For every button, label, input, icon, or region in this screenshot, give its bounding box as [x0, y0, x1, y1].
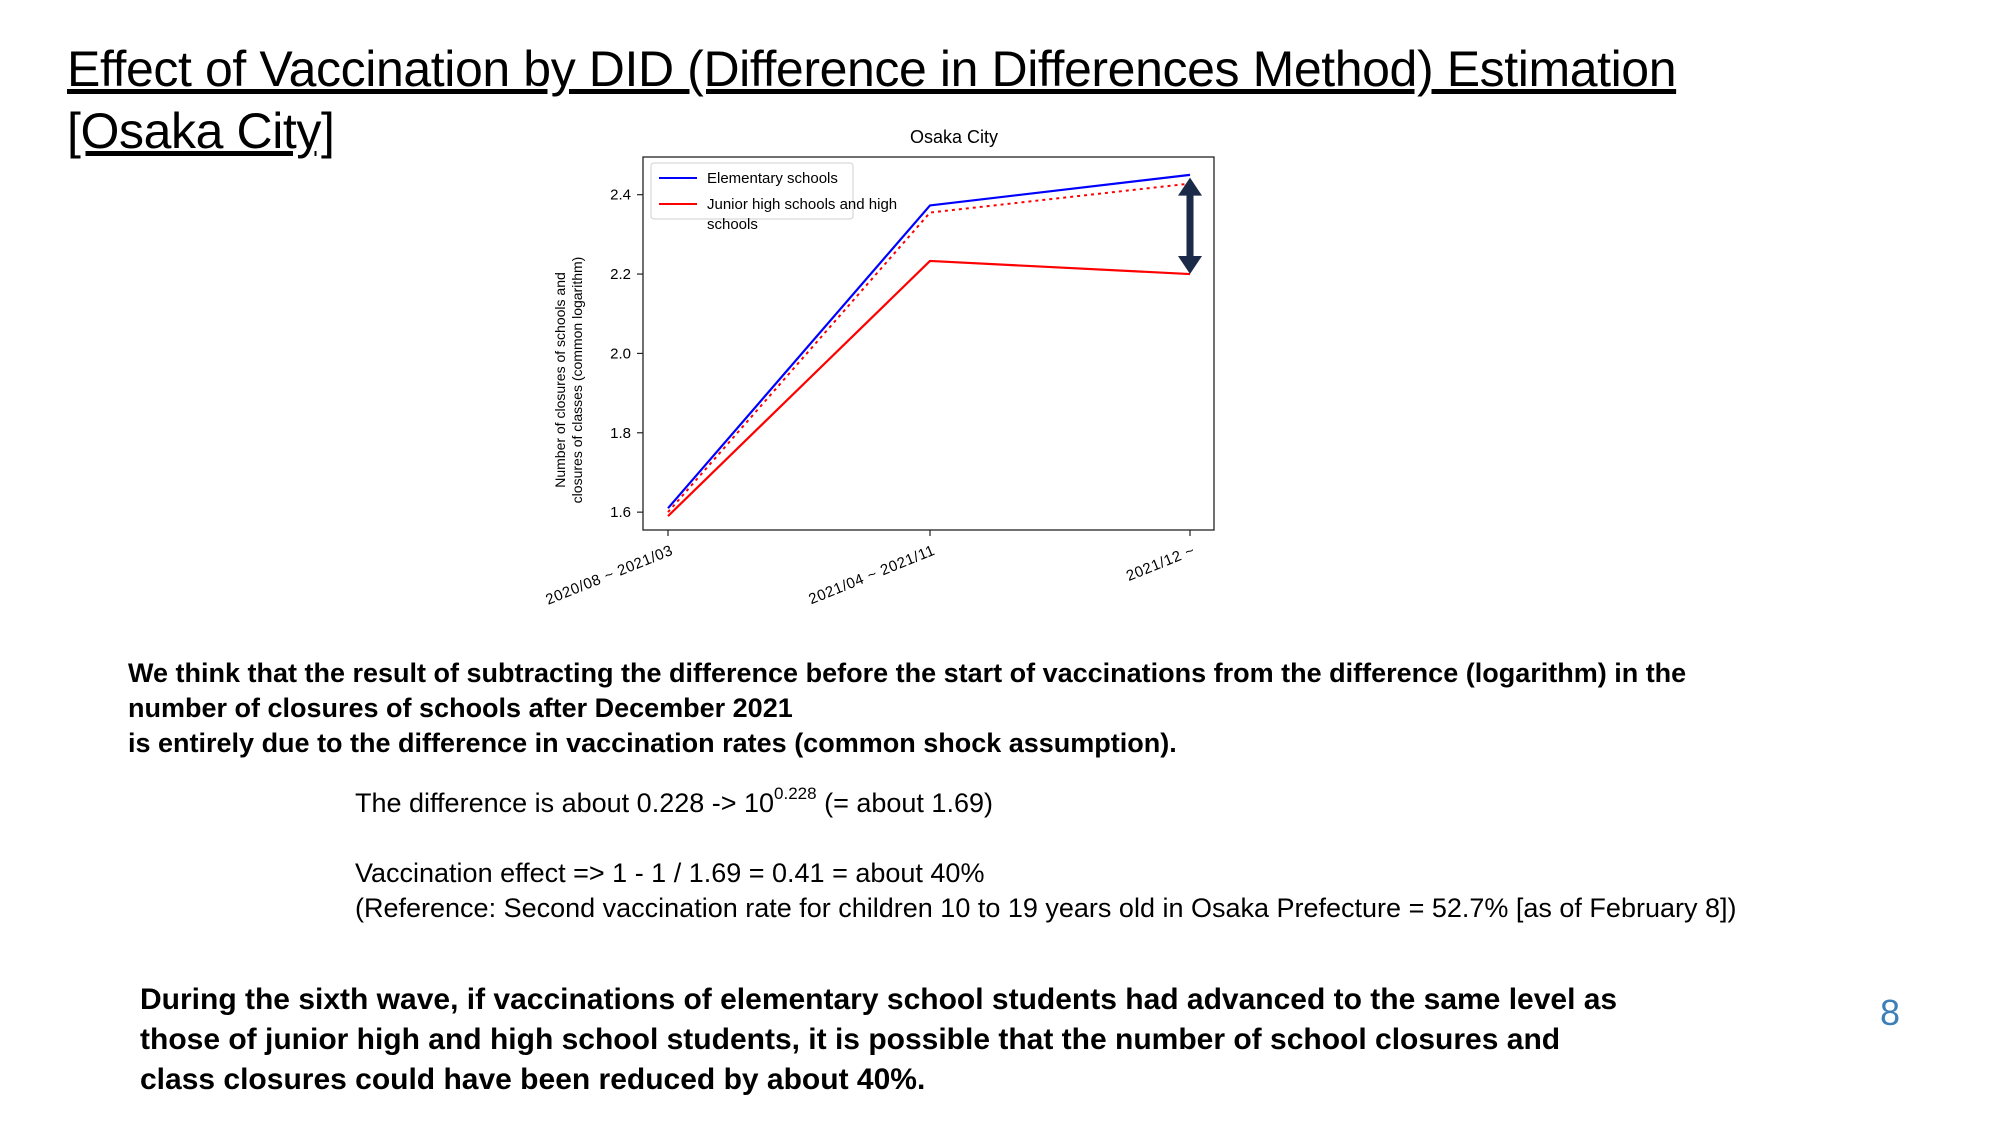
- arrow-head-up: [1178, 177, 1202, 196]
- y-tick-label: 2.2: [610, 266, 631, 283]
- y-tick-label: 1.6: [610, 504, 631, 521]
- difference-line: The difference is about 0.228 -> 100.228…: [355, 779, 1955, 821]
- difference-prefix: The difference is about 0.228 -> 10: [355, 788, 775, 818]
- legend-label: Elementary schools: [707, 170, 838, 187]
- y-axis-label: Number of closures of schools and closure…: [552, 257, 585, 504]
- x-axis-ticks: 2020/08 ~ 2021/03 2021/04 ~ 2021/11 2021/1…: [543, 530, 1197, 609]
- y-tick-label: 2.0: [610, 345, 631, 362]
- legend: Elementary schools Junior high schools an…: [650, 162, 897, 233]
- series-line-1: [667, 259, 1191, 517]
- x-tick-label: 2020/08 ~ 2021/03: [543, 542, 675, 609]
- y-axis-label-line: Number of closures of schools and: [552, 272, 568, 488]
- explanation-paragraph: We think that the result of subtracting …: [128, 658, 1687, 758]
- y-axis-ticks: 1.6 1.8 2.0 2.2 2.4: [610, 187, 643, 521]
- legend-label: Junior high schools and high: [707, 196, 897, 213]
- conclusion-paragraph: During the sixth wave, if vaccinations o…: [140, 983, 1618, 1096]
- x-tick-label: 2021/12 ~: [1124, 542, 1198, 585]
- legend-label: schools: [707, 216, 758, 233]
- plot-frame: [642, 156, 1215, 531]
- arrow-head-down: [1178, 256, 1202, 275]
- y-tick-label: 1.8: [610, 425, 631, 442]
- difference-suffix: (= about 1.69): [816, 788, 993, 818]
- y-axis-label-line: closures of classes (common logarithm): [569, 257, 585, 504]
- chart-title: Osaka City: [910, 127, 998, 147]
- vaccination-effect-line: Vaccination effect => 1 - 1 / 1.69 = 0.4…: [355, 858, 985, 888]
- legend-box: [650, 162, 854, 220]
- difference-exponent: 0.228: [774, 784, 817, 803]
- series-layer: [667, 173, 1191, 517]
- y-tick-label: 2.4: [610, 187, 631, 204]
- slide-title: Effect of Vaccination by DID (Difference…: [67, 41, 1677, 159]
- reference-line: (Reference: Second vaccination rate for …: [355, 893, 1737, 923]
- annotation-layer: [1178, 177, 1202, 275]
- x-tick-label: 2021/04 ~ 2021/11: [806, 542, 937, 608]
- calculation-block: The difference is about 0.228 -> 100.228…: [355, 779, 1955, 926]
- page-number: 8: [1880, 992, 1901, 1033]
